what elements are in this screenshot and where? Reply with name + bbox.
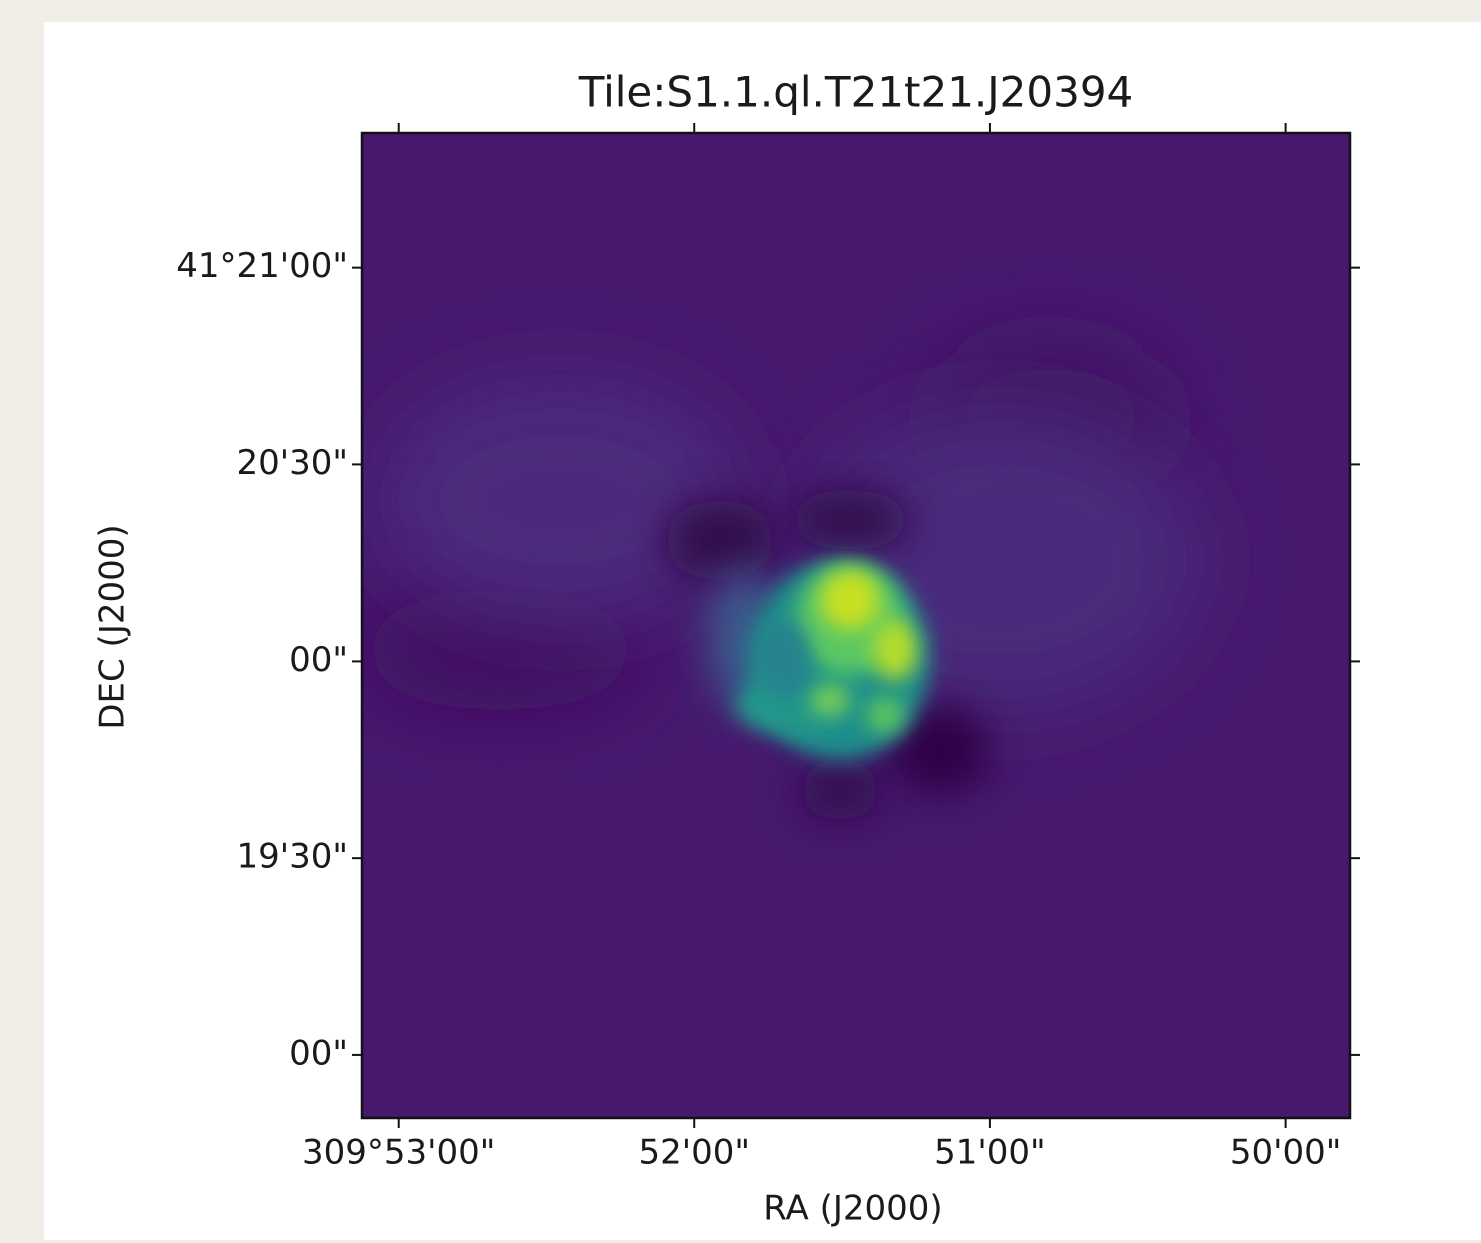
y-tick-label: 19'30": [236, 837, 348, 877]
y-axis-title: DEC (J2000): [93, 524, 133, 729]
chart-title: Tile:S1.1.ql.T21t21.J20394: [578, 68, 1134, 117]
chart: Tile:S1.1.ql.T21t21.J20394 RA (J2000) DE…: [0, 0, 1481, 1243]
y-tick-label: 20'30": [236, 443, 348, 483]
x-tick-label: 50'00": [1230, 1133, 1342, 1173]
y-tick-label: 00": [289, 640, 348, 680]
y-tick-label: 41°21'00": [176, 246, 348, 286]
x-tick-label: 51'00": [934, 1133, 1046, 1173]
x-axis-title: RA (J2000): [763, 1189, 942, 1229]
page: {"chart_data": {"type": "image", "title"…: [0, 0, 1481, 1243]
x-tick-label: 52'00": [638, 1133, 750, 1173]
y-tick-label: 00": [289, 1033, 348, 1073]
sky-image: [360, 133, 1350, 1118]
x-tick-label: 309°53'00": [302, 1133, 495, 1173]
